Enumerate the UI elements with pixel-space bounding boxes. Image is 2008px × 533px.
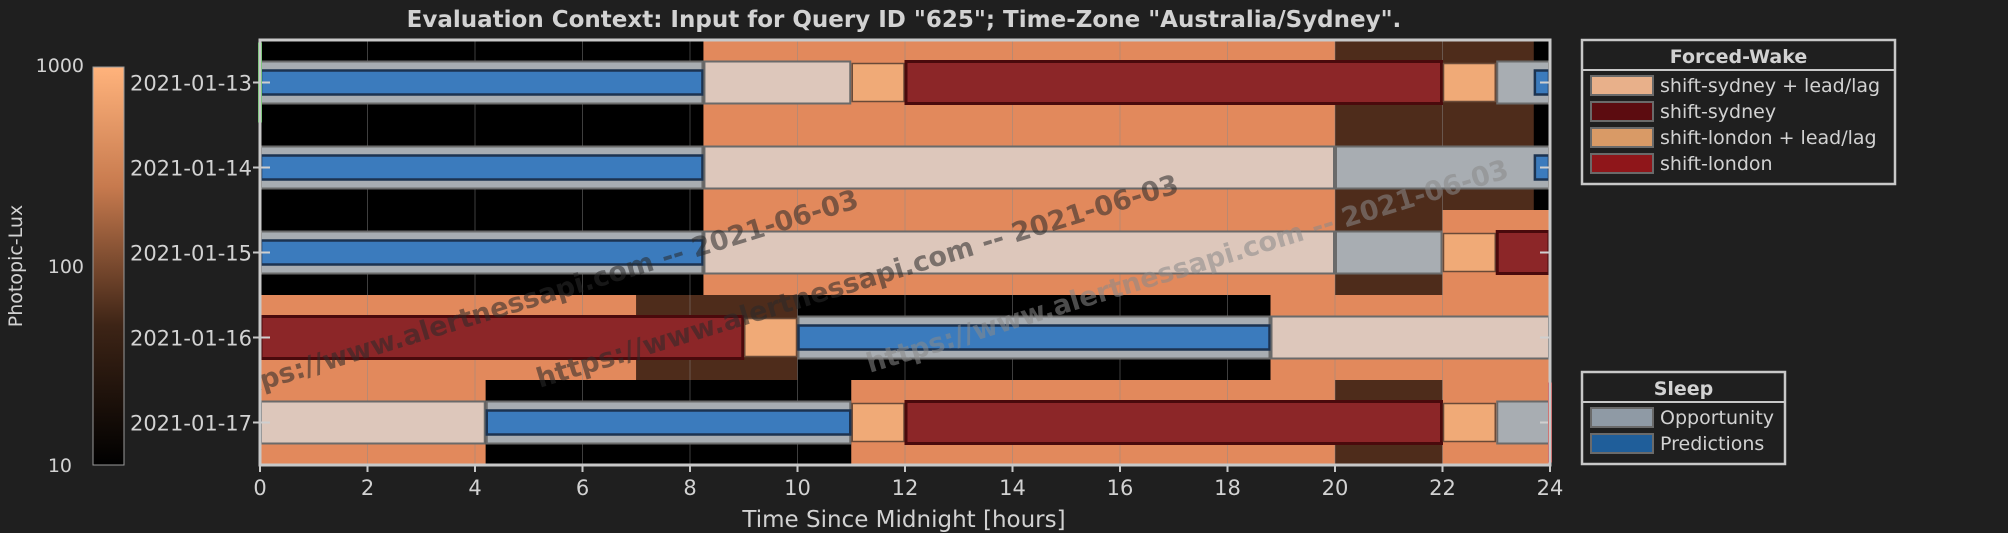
y-tick-label: 2021-01-17 (130, 412, 252, 436)
timeline-bar (1442, 232, 1496, 273)
x-tick-label: 16 (1107, 476, 1134, 500)
y-tick-label: 2021-01-13 (130, 72, 252, 96)
legend-swatch (1590, 433, 1654, 454)
legend-swatch (1590, 101, 1654, 122)
legend-title: Sleep (1654, 378, 1714, 400)
timeline-bar (260, 400, 486, 445)
colorbar (92, 66, 125, 466)
timeline-bar (260, 315, 745, 360)
chart-title: Evaluation Context: Input for Query ID "… (407, 7, 1402, 33)
timeline-bar (1335, 145, 1550, 190)
legend-label: shift-london (1660, 153, 1773, 175)
legend-swatch (1590, 127, 1654, 148)
timeline-bar (797, 324, 1271, 351)
timeline-bar (703, 145, 1335, 190)
x-axis-label: Time Since Midnight [hours] (741, 507, 1065, 533)
timeline-bar (1442, 62, 1496, 103)
legend-swatch (1590, 153, 1654, 174)
y-tick-label: 2021-01-14 (130, 157, 252, 181)
timeline-bar (485, 409, 852, 436)
x-tick-label: 18 (1214, 476, 1241, 500)
legend-swatch (1590, 407, 1654, 428)
x-tick-label: 4 (468, 476, 481, 500)
y-tick-label: 2021-01-15 (130, 242, 252, 266)
timeline-bar (744, 317, 798, 358)
legend-title: Forced-Wake (1670, 46, 1808, 68)
x-tick-label: 2 (361, 476, 374, 500)
timeline-bar (260, 69, 704, 96)
colorbar-tick-label: 100 (48, 256, 84, 278)
legend-label: shift-sydney + lead/lag (1660, 75, 1880, 97)
legend-label: shift-london + lead/lag (1660, 127, 1877, 149)
x-tick-label: 20 (1322, 476, 1349, 500)
timeline-bar (703, 60, 852, 105)
timeline-bar (904, 60, 1443, 105)
x-tick-label: 12 (892, 476, 919, 500)
timeline-bar (1442, 402, 1496, 443)
timeline-bar (851, 62, 905, 103)
x-tick-label: 14 (999, 476, 1026, 500)
y-tick-label: 2021-01-16 (130, 327, 252, 351)
timeline-bar (703, 230, 1335, 275)
timeline-bar (1335, 230, 1443, 275)
legend-label: Opportunity (1660, 407, 1774, 429)
colorbar-label: Photopic-Lux (5, 205, 27, 327)
x-tick-label: 24 (1537, 476, 1564, 500)
legend-label: Predictions (1660, 433, 1764, 455)
legend-swatch (1590, 75, 1654, 96)
x-tick-label: 10 (784, 476, 811, 500)
timeline-bar (260, 239, 704, 266)
x-tick-label: 22 (1429, 476, 1456, 500)
x-tick-label: 6 (576, 476, 589, 500)
x-tick-label: 0 (253, 476, 266, 500)
timeline-bar (904, 400, 1443, 445)
timeline-bar (851, 402, 905, 443)
timeline-bar (260, 154, 704, 181)
timeline-bar (1270, 315, 1550, 360)
colorbar-tick-label: 1000 (36, 55, 84, 77)
legend-label: shift-sydney (1660, 101, 1776, 123)
colorbar-tick-label: 10 (48, 455, 72, 477)
x-tick-label: 8 (683, 476, 696, 500)
